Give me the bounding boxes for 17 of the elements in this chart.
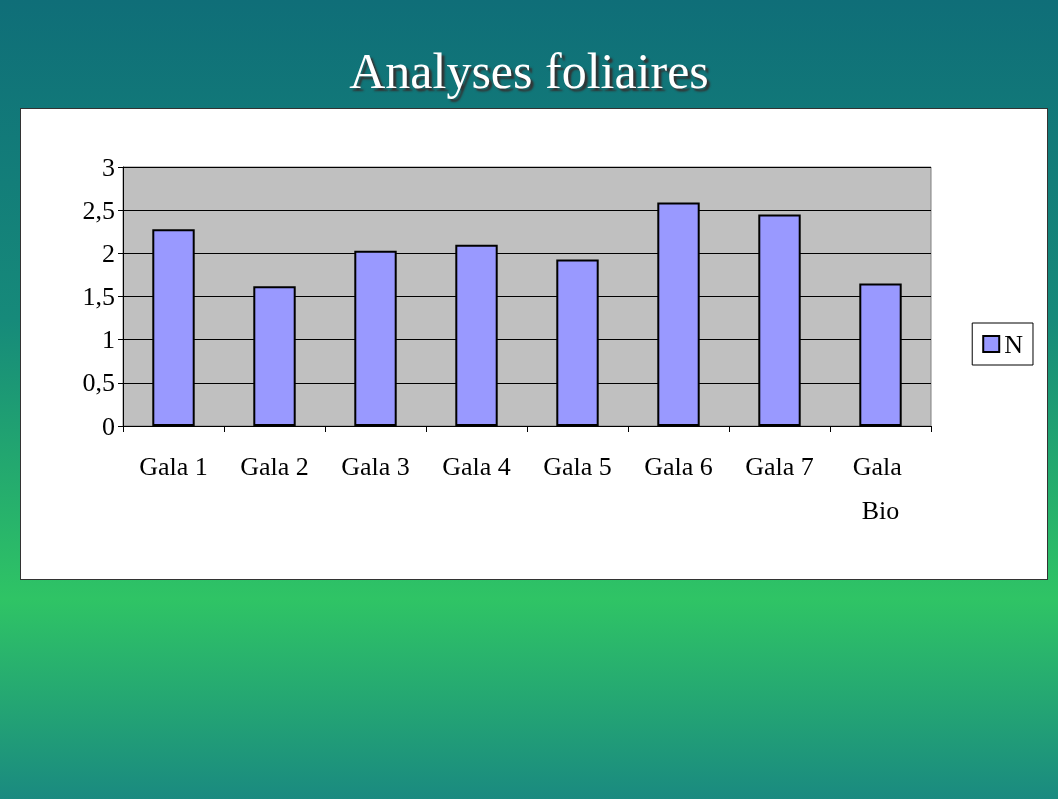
x-tick-label: Gala Bio bbox=[852, 451, 909, 525]
x-tick-label: Gala 2 bbox=[240, 451, 309, 481]
x-tick-label: Gala 1 bbox=[139, 451, 208, 481]
x-tick-label: Gala 5 bbox=[543, 451, 612, 481]
x-tick-label: Gala 6 bbox=[644, 451, 713, 481]
chart-title: Analyses foliaires bbox=[348, 42, 710, 100]
y-tick-label: 1,5 bbox=[82, 282, 115, 311]
y-tick-label: 3 bbox=[102, 152, 115, 182]
y-tick-label: 2,5 bbox=[82, 195, 115, 225]
x-tick-label: Gala 4 bbox=[442, 451, 511, 481]
legend-label: N bbox=[1004, 329, 1024, 359]
y-tick-label: 0 bbox=[102, 411, 115, 441]
y-tick-label: 0,5 bbox=[82, 368, 115, 398]
y-tick-label: 1 bbox=[102, 325, 115, 355]
y-tick-label: 2 bbox=[102, 238, 115, 268]
x-tick-label: Gala 3 bbox=[341, 451, 410, 481]
x-tick-label: Gala 7 bbox=[745, 451, 814, 481]
